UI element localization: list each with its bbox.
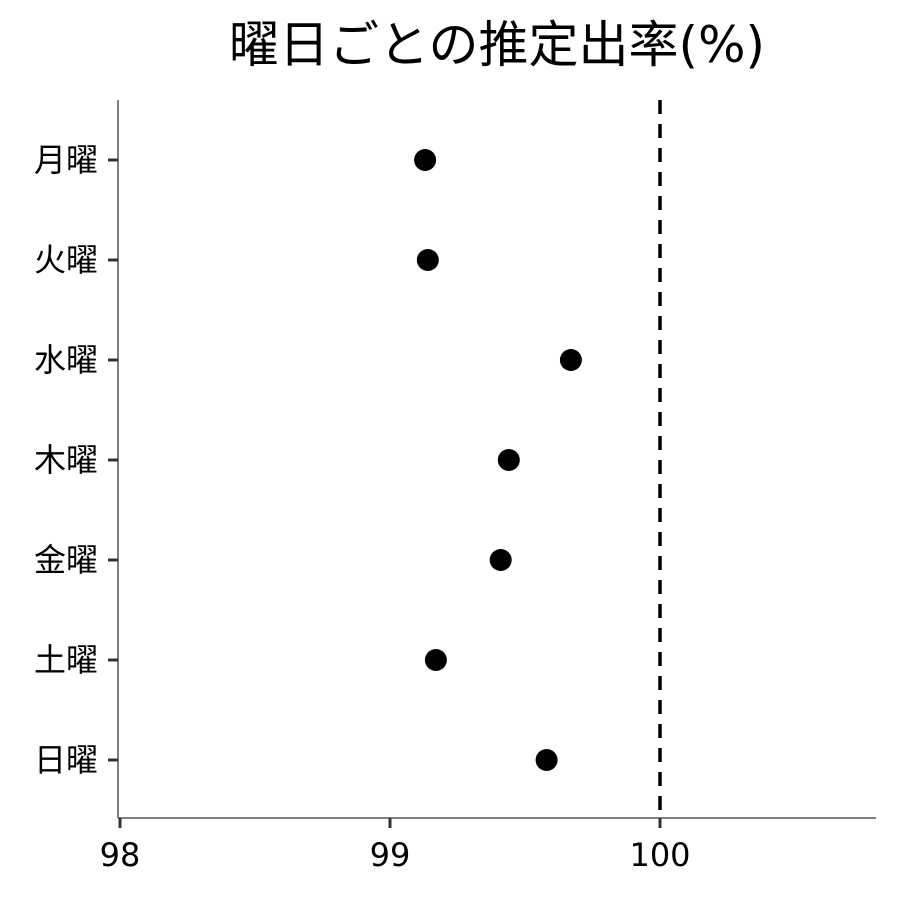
data-point-0 xyxy=(414,149,437,171)
data-point-3 xyxy=(497,449,520,471)
y-tick-label-3: 木曜 xyxy=(34,441,98,479)
y-tick-label-1: 火曜 xyxy=(34,241,98,279)
data-point-1 xyxy=(416,249,439,271)
y-tick-label-2: 水曜 xyxy=(34,341,98,379)
y-tick-label-4: 金曜 xyxy=(34,541,98,579)
data-point-6 xyxy=(535,749,558,771)
x-tick-label: 99 xyxy=(370,836,411,874)
x-tick-label: 100 xyxy=(629,836,690,874)
y-tick-label-0: 月曜 xyxy=(34,141,98,179)
x-tick-label: 98 xyxy=(100,836,141,874)
data-point-2 xyxy=(559,349,582,371)
chart-title: 曜日ごとの推定出率(%) xyxy=(229,16,765,74)
y-tick-label-6: 日曜 xyxy=(34,741,98,779)
data-point-5 xyxy=(424,649,447,671)
y-tick-label-5: 土曜 xyxy=(34,641,98,679)
data-point-4 xyxy=(489,549,512,571)
